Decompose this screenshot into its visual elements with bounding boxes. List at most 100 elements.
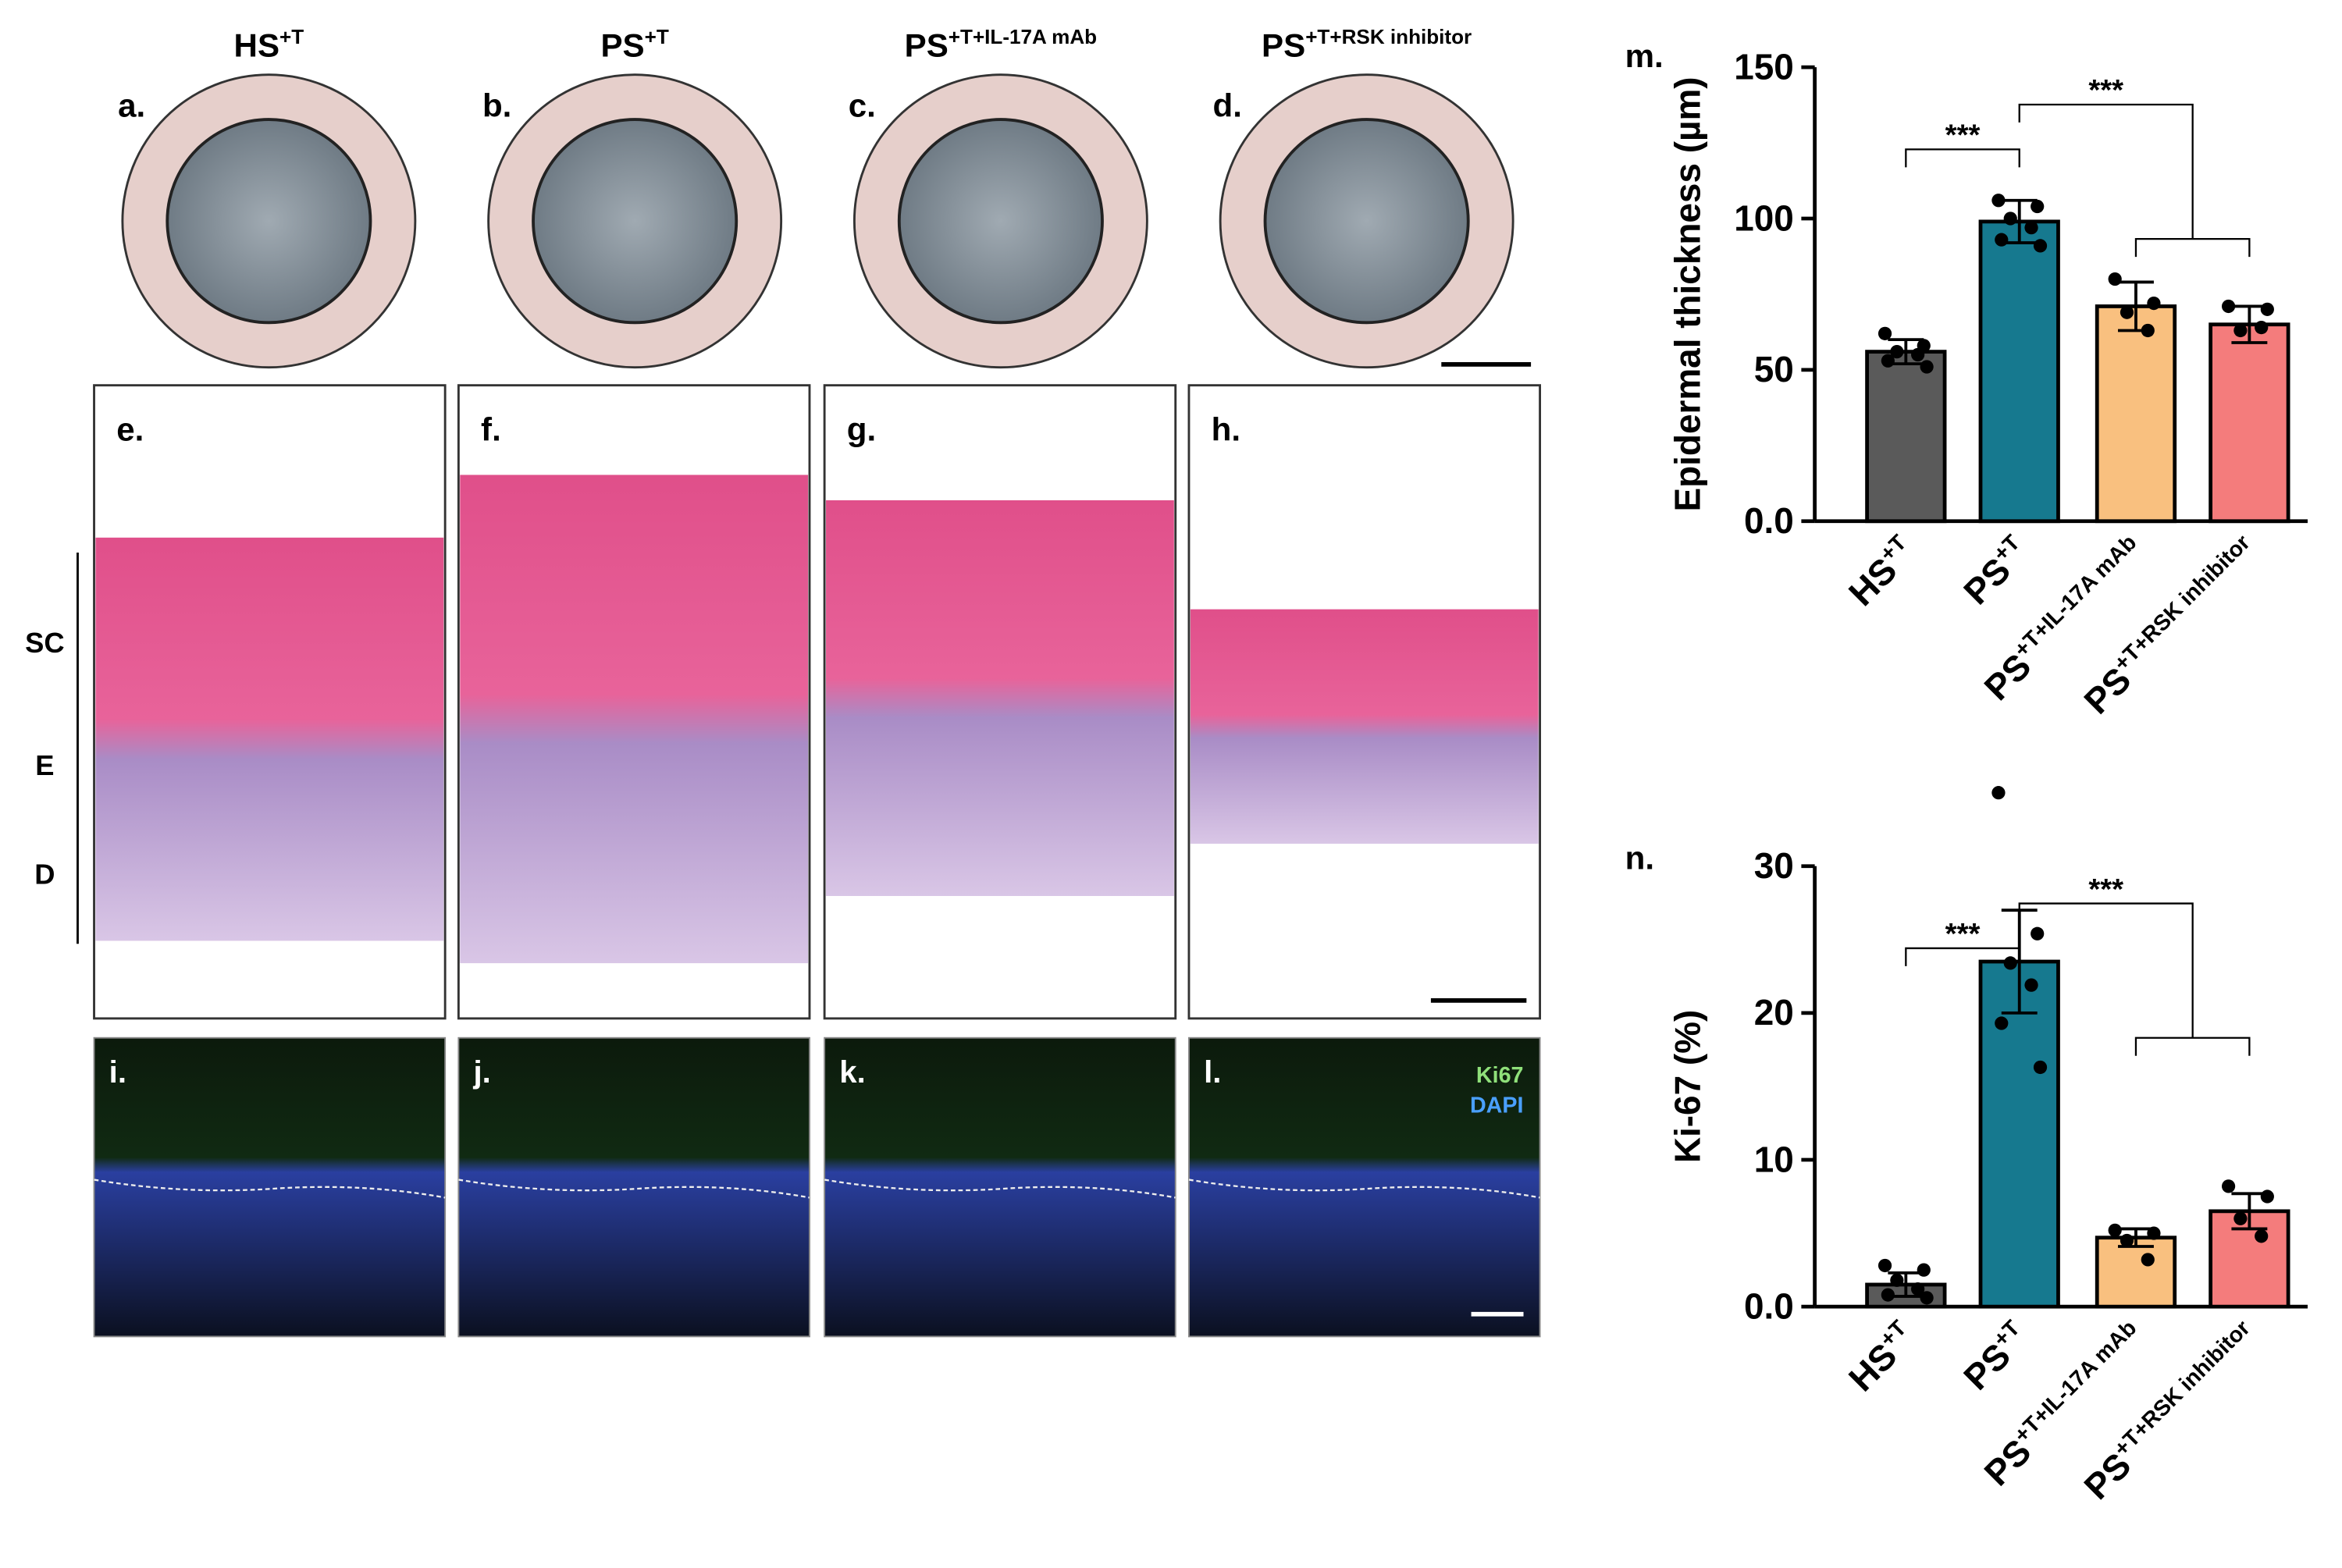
y-tick-label: 100 [1734, 197, 1794, 238]
column-header: PS+T+RSK inhibitor [1262, 25, 1472, 64]
layer-label: D [34, 859, 55, 891]
data-point [1878, 326, 1892, 340]
data-point [1911, 1282, 1925, 1296]
dish-tissue [1263, 118, 1470, 325]
data-point [2233, 323, 2248, 338]
fluorescence-panel [457, 1036, 810, 1338]
bar [2095, 304, 2177, 524]
x-tick-label: HS+T [1840, 530, 1924, 613]
x-tick-label-sup: +T+IL-17A mAb [2009, 1316, 2141, 1448]
fluorescence-panel [1188, 1036, 1541, 1338]
data-point [1881, 354, 1895, 368]
data-point [2255, 1229, 2269, 1243]
column-header-sup: +T [279, 25, 304, 48]
column-header-sup: +T+IL-17A mAb [949, 25, 1097, 48]
y-tick-label: 20 [1754, 992, 1794, 1033]
panel-label: e. [116, 411, 144, 447]
data-point [2147, 296, 2161, 311]
he-tissue [1190, 609, 1539, 844]
column-header: HS+T [234, 25, 304, 64]
data-point [2141, 1253, 2155, 1267]
basement-line [824, 1179, 1176, 1199]
data-point [1890, 1273, 1904, 1287]
dish-tissue [166, 118, 372, 325]
data-point [1911, 347, 1925, 362]
panel-label: c. [849, 87, 876, 123]
bar [2209, 322, 2290, 524]
bar [1865, 350, 1947, 524]
data-point [2031, 926, 2045, 940]
panel-label: n. [1625, 840, 1654, 876]
x-tick-label: PS+T [1955, 1315, 2038, 1398]
layer-label: SC [25, 627, 64, 659]
panel-label: d. [1213, 87, 1242, 123]
significance-label: *** [2088, 73, 2123, 107]
panel-label: l. [1204, 1054, 1221, 1090]
significance-bracket [1905, 148, 2020, 168]
he-tissue [460, 475, 809, 964]
data-point [1920, 1291, 1934, 1305]
bar [1978, 959, 2060, 1309]
basement-line [458, 1179, 810, 1199]
data-point [2120, 1233, 2134, 1248]
data-point [1890, 345, 1904, 359]
data-point [2141, 323, 2155, 338]
data-point [2260, 302, 2274, 316]
column-header-base: PS [905, 27, 949, 64]
dish-tissue [897, 118, 1104, 325]
x-tick-label: PS+T [1955, 530, 2038, 613]
data-point [2255, 320, 2269, 335]
data-point [2033, 1060, 2048, 1075]
data-point [2221, 1179, 2236, 1193]
data-point [1991, 194, 2006, 208]
data-point [1991, 786, 2006, 800]
panel-label: a. [118, 87, 145, 123]
data-point [2147, 1226, 2161, 1240]
data-point [2003, 212, 2017, 226]
y-tick-label: 30 [1754, 845, 1794, 886]
column-header: PS+T+IL-17A mAb [905, 25, 1097, 64]
significance-bracket [1905, 947, 2020, 966]
he-tissue [95, 537, 444, 941]
he-tissue [826, 500, 1174, 896]
panel-label: k. [839, 1054, 866, 1090]
bar [2095, 1236, 2177, 1309]
bar [1978, 219, 2060, 524]
significance-bracket [2018, 902, 2251, 1056]
column-header-base: PS [1262, 27, 1305, 64]
data-point [2003, 956, 2017, 970]
data-point [2233, 1211, 2248, 1225]
layer-label: E [35, 749, 54, 781]
significance-label: *** [1945, 917, 1981, 951]
data-point [1881, 1288, 1895, 1302]
stain-label: Ki67 [1476, 1063, 1524, 1088]
data-point [1917, 1263, 1931, 1277]
y-axis-title: Ki-67 (%) [1667, 1010, 1707, 1163]
data-point [2031, 199, 2045, 214]
column-header-sup: +T+RSK inhibitor [1305, 25, 1472, 48]
data-point [1995, 1016, 2009, 1030]
data-point [2260, 1189, 2274, 1204]
y-tick-label: 10 [1754, 1139, 1794, 1179]
x-tick-label: HS+T [1840, 1315, 1924, 1399]
x-tick-label-sup: +T+IL-17A mAb [2009, 530, 2141, 662]
fluorescence-panel [824, 1036, 1176, 1338]
panel-label: i. [109, 1054, 126, 1090]
y-tick-label: 150 [1734, 46, 1794, 87]
data-point [2033, 239, 2048, 253]
data-point [1920, 360, 1934, 374]
data-point [1878, 1258, 1892, 1273]
column-header: PS+T [600, 25, 668, 64]
y-tick-label: 50 [1754, 349, 1794, 389]
basement-line [1188, 1179, 1540, 1199]
significance-bracket [2018, 103, 2251, 258]
data-point [1995, 233, 2009, 247]
panel-label: h. [1212, 411, 1240, 447]
panel-label: g. [847, 411, 876, 447]
significance-label: *** [2088, 873, 2123, 906]
panel-label: j. [473, 1054, 491, 1090]
data-point [2024, 978, 2038, 992]
data-point [2108, 1223, 2122, 1237]
dish-tissue [532, 118, 739, 325]
